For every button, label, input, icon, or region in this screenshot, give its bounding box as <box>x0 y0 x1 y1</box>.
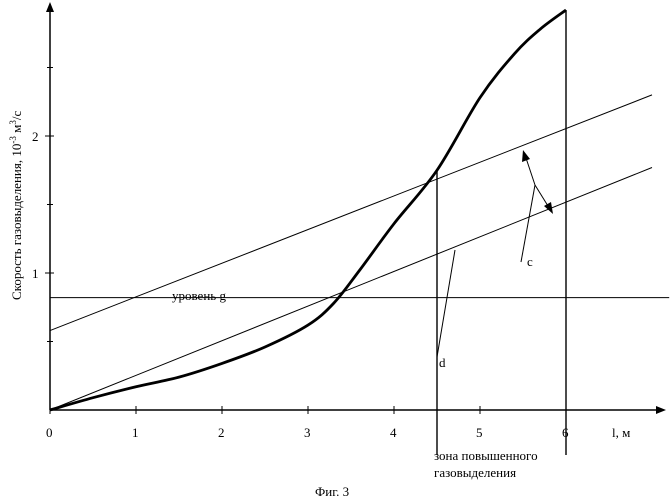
series-group <box>49 8 670 412</box>
x-tick-label: 5 <box>476 425 483 440</box>
x-tick-label: 2 <box>218 425 225 440</box>
c-arrow-up-head <box>522 150 530 162</box>
y-axis-arrow <box>46 2 54 12</box>
c-arrow-up-shaft <box>525 157 536 186</box>
y-axis-label: Скорость газовыделения, 10-3 м3/с <box>8 111 24 300</box>
series-main-curve <box>49 8 567 412</box>
x-tick-label: 3 <box>304 425 311 440</box>
c-arrow-down-head <box>544 202 553 214</box>
ticks-group: 0 1 2 3 4 5 612 <box>32 67 569 440</box>
x-tick-label: 0 <box>46 425 53 440</box>
series-upper-line <box>49 94 653 332</box>
c-arrow-down-shaft <box>534 184 549 207</box>
y-tick-label: 2 <box>32 129 39 144</box>
markers-group <box>436 9 567 455</box>
c-leader <box>520 184 536 263</box>
d-leader <box>436 249 456 358</box>
series-lower-line <box>49 167 653 411</box>
x-tick-label: 4 <box>390 425 397 440</box>
x-tick-label: 1 <box>132 425 139 440</box>
y-tick-label: 1 <box>32 266 39 281</box>
zone-label-line2: газовыделения <box>434 465 516 480</box>
d-label: d <box>439 355 446 370</box>
level-g-label: уровень g <box>172 288 226 303</box>
x-axis-arrow <box>656 406 666 414</box>
x-axis-label: l, м <box>612 425 630 440</box>
zone-label-line1: зона повышенного <box>434 448 538 463</box>
c-label: c <box>527 254 533 269</box>
figure-caption: Фиг. 3 <box>315 484 349 499</box>
